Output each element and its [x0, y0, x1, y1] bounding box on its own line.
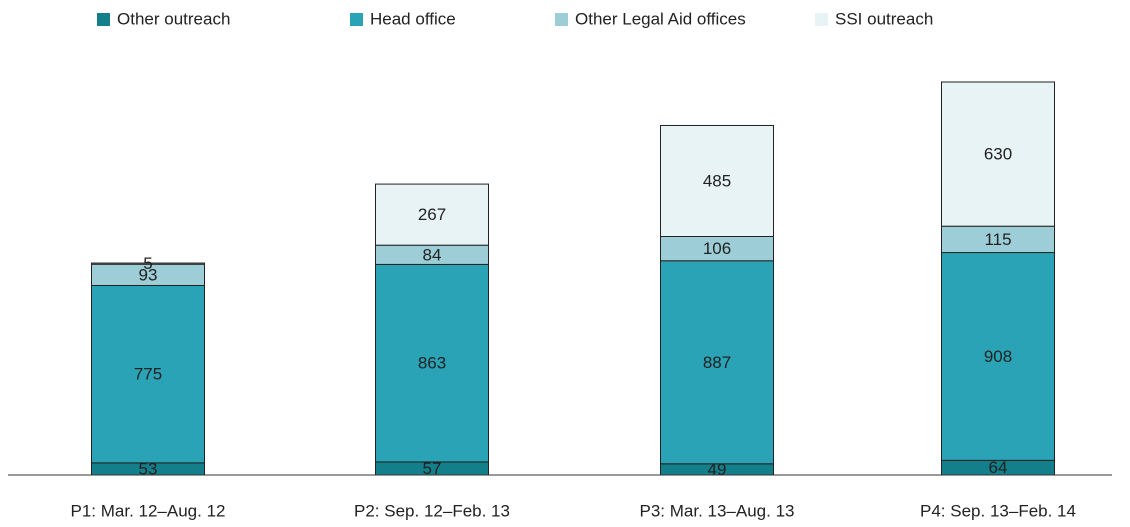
data-label: 57	[423, 459, 442, 478]
bar-segment	[941, 252, 1055, 461]
x-tick-label: P3: Mar. 13–Aug. 13	[640, 501, 795, 520]
bar-segment	[375, 183, 489, 246]
x-tick-label: P4: Sep. 13–Feb. 14	[920, 501, 1076, 520]
legend-label: SSI outreach	[835, 9, 933, 28]
data-label: 775	[134, 365, 162, 384]
data-label: 5	[143, 254, 152, 273]
x-tick-label: P2: Sep. 12–Feb. 13	[354, 501, 510, 520]
legend-label: Other outreach	[117, 9, 230, 28]
data-label: 485	[703, 171, 731, 190]
legend-label: Other Legal Aid offices	[575, 9, 746, 28]
bar-segment	[91, 284, 205, 464]
data-label: 908	[984, 347, 1012, 366]
bar-segment	[91, 262, 205, 265]
data-label: 93	[139, 265, 158, 284]
legend-swatch	[815, 13, 828, 26]
x-tick-label: P1: Mar. 12–Aug. 12	[71, 501, 226, 520]
data-label: 49	[708, 460, 727, 479]
data-label: 863	[418, 354, 446, 373]
data-label: 887	[703, 353, 731, 372]
data-label: 115	[984, 230, 1011, 249]
legend-swatch	[555, 13, 568, 26]
legend-swatch	[97, 13, 110, 26]
data-label: 106	[703, 239, 731, 258]
data-label: 64	[989, 458, 1008, 477]
bar-segment	[660, 235, 774, 262]
data-label: 630	[984, 145, 1012, 164]
legend-swatch	[350, 13, 363, 26]
bar-segment	[375, 263, 489, 463]
legend-label: Head office	[370, 9, 456, 28]
bar-segment	[941, 81, 1055, 227]
bar-segment	[660, 124, 774, 237]
data-label: 267	[418, 205, 446, 224]
data-label: 53	[139, 459, 158, 478]
bar-segment	[941, 225, 1055, 254]
data-label: 84	[423, 245, 442, 264]
